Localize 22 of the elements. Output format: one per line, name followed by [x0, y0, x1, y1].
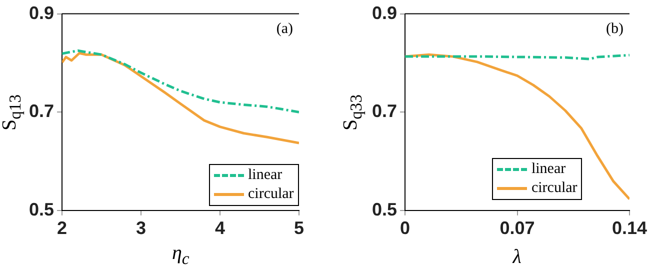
y-tick-label: 0.9 — [28, 2, 54, 23]
legend-label: linear — [248, 166, 282, 186]
annotation: (a) — [276, 21, 293, 38]
x-axis-title: η$_{c}$ — [172, 242, 190, 269]
x-tick-label: 0.07 — [500, 218, 535, 238]
legend-label: linear — [531, 160, 566, 180]
legend-label: circular — [531, 179, 578, 198]
y-tick-label: 0.5 — [372, 199, 398, 220]
x-tick-label: 0.14 — [612, 218, 648, 238]
y-tick-label: 0.7 — [372, 101, 398, 122]
x-tick-label: 0 — [400, 218, 410, 238]
legend-label: circular — [248, 185, 294, 204]
x-tick-label: 3 — [136, 218, 146, 238]
x-tick-label: 5 — [294, 218, 304, 238]
annotation: (b) — [606, 21, 624, 38]
y-tick-label: 0.5 — [28, 199, 54, 220]
y-tick-label: 0.7 — [28, 101, 54, 122]
x-axis-title: λ — [512, 246, 522, 269]
y-tick-label: 0.9 — [372, 2, 398, 23]
x-tick-label: 4 — [215, 218, 226, 238]
x-tick-label: 2 — [57, 218, 68, 238]
line-series — [62, 49, 299, 114]
